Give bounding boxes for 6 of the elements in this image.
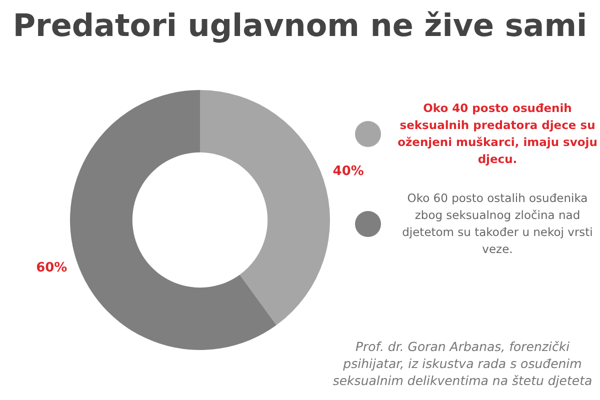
chart-title: Predatori uglavnom ne žive sami bbox=[12, 8, 588, 44]
legend-label: Oko 60 posto ostalih osuđenika zbog seksualnog zločina nad djetetom su također u nekoj vrsti veze. bbox=[401, 190, 594, 258]
slice-label: Oko 40 posto osuđenih seksualnih predatora djece su oženjeni muškarci, imaju svoju djecu. bbox=[396, 100, 598, 168]
text: Prof. dr. Goran Arbanas, forenzički psihijatar, iz iskustva rada s osuđenim seksualnim delikventima na štetu djeteta bbox=[332, 338, 594, 389]
data-label: 60% bbox=[36, 260, 68, 276]
data-label: 40% bbox=[332, 164, 364, 180]
